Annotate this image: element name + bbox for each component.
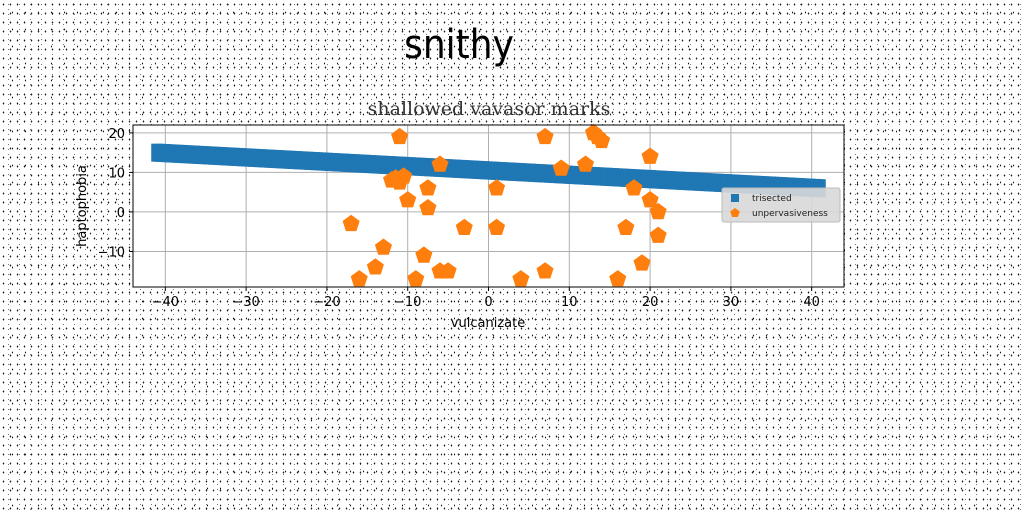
legend-label-trisected: trisected	[752, 194, 792, 204]
point-unpervasiveness	[419, 199, 437, 216]
legend-marker-trisected	[731, 194, 739, 202]
page-title: snithy	[404, 22, 514, 68]
series-layer	[151, 123, 826, 287]
point-unpervasiveness	[552, 159, 570, 176]
point-unpervasiveness	[617, 218, 635, 235]
point-unpervasiveness	[593, 131, 611, 149]
point-unpervasiveness	[415, 246, 433, 263]
legend: trisected unpervasiveness	[721, 187, 841, 223]
point-unpervasiveness	[488, 218, 506, 235]
x-tick-label: 20	[642, 295, 659, 310]
x-tick-label: −20	[313, 295, 340, 310]
point-unpervasiveness	[488, 179, 506, 196]
point-unpervasiveness	[366, 258, 384, 275]
point-unpervasiveness	[641, 191, 659, 208]
point-unpervasiveness	[350, 270, 368, 287]
point-unpervasiveness	[391, 173, 409, 190]
x-tick-label: −40	[152, 295, 179, 310]
y-tick-label: 10	[108, 166, 125, 181]
y-axis-label: haptophobia	[75, 165, 90, 247]
y-tick-label: −10	[98, 245, 125, 260]
point-unpervasiveness	[649, 226, 667, 243]
legend-label-unpervasiveness: unpervasiveness	[752, 209, 828, 219]
point-unpervasiveness	[439, 262, 457, 279]
point-unpervasiveness	[342, 214, 360, 232]
point-unpervasiveness	[391, 127, 409, 145]
y-tick-label: 0	[117, 206, 125, 221]
point-unpervasiveness	[536, 262, 554, 279]
x-tick-label: −10	[394, 295, 421, 310]
x-tick-label: 0	[484, 295, 492, 310]
point-unpervasiveness	[512, 270, 530, 287]
x-axis-label: vulcanizate	[451, 316, 525, 331]
point-unpervasiveness	[633, 254, 651, 271]
point-unpervasiveness	[625, 179, 643, 196]
point-unpervasiveness	[536, 127, 554, 145]
point-unpervasiveness	[407, 270, 425, 287]
x-tick-label: 30	[723, 295, 740, 310]
y-tick-label: 20	[108, 127, 125, 142]
chart-title: shallowed vavasor marks	[368, 98, 611, 120]
point-unpervasiveness	[374, 238, 392, 255]
legend-marker-unpervasiveness	[730, 208, 740, 217]
ticks: −40 −30 −20 −10 0 10 20 30 40 −10 0 10 20	[98, 127, 820, 310]
x-tick-label: 40	[803, 295, 820, 310]
point-unpervasiveness	[419, 179, 437, 196]
point-unpervasiveness	[641, 147, 659, 164]
legend-box	[721, 187, 841, 223]
point-unpervasiveness	[399, 191, 417, 208]
point-unpervasiveness	[609, 270, 627, 287]
point-unpervasiveness	[455, 218, 473, 235]
point-unpervasiveness	[431, 155, 449, 172]
x-tick-label: −30	[232, 295, 259, 310]
point-unpervasiveness	[576, 155, 594, 172]
x-tick-label: 10	[561, 295, 578, 310]
